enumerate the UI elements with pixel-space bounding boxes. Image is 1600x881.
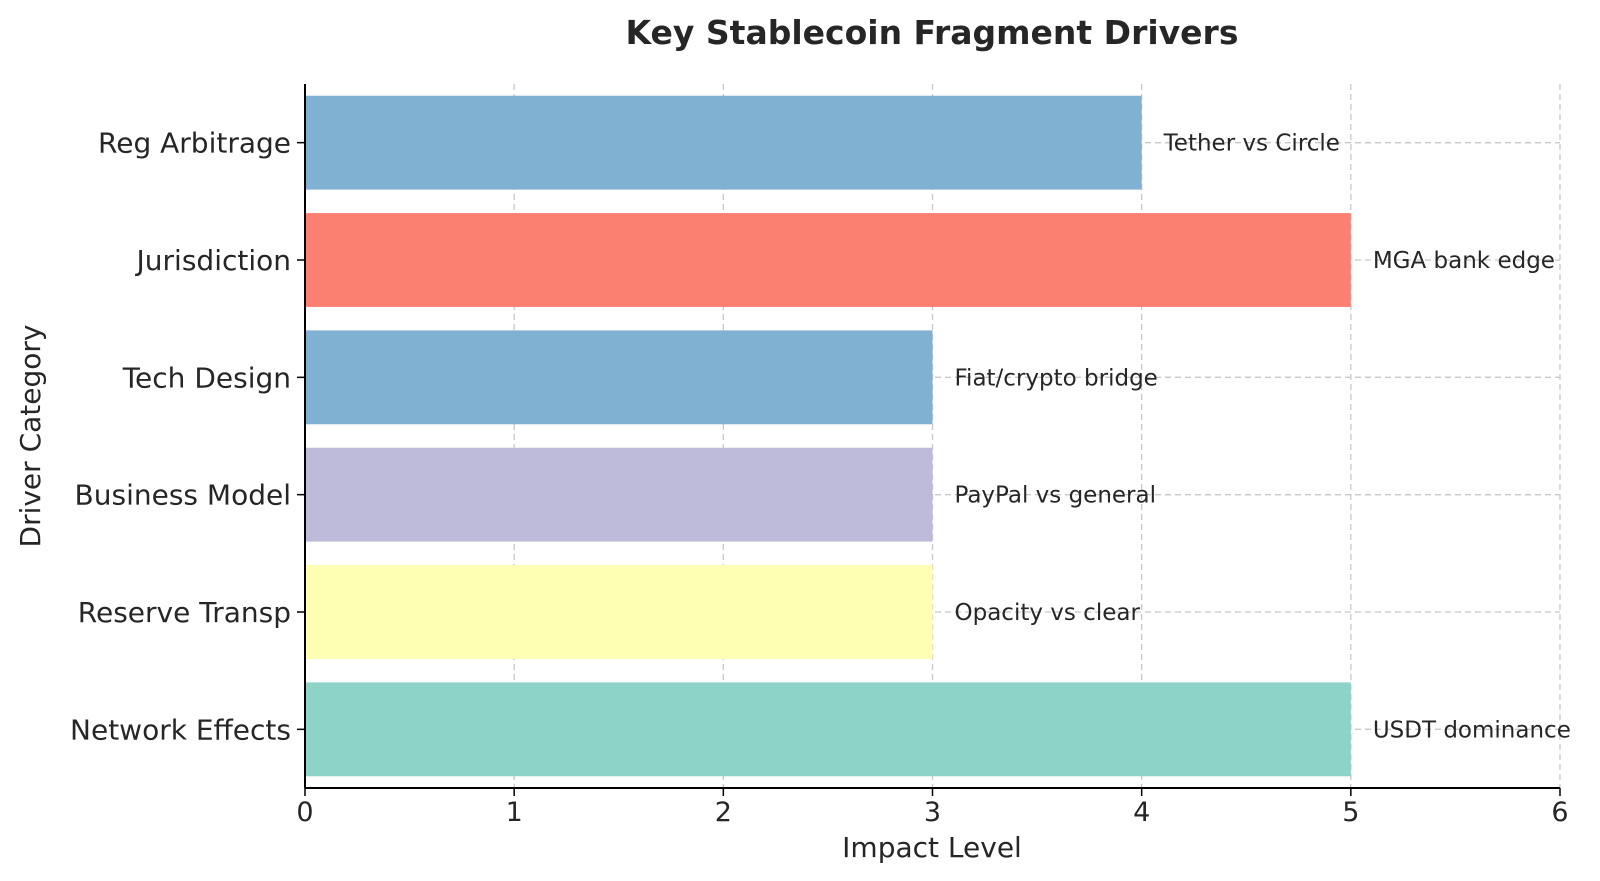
y-tick-label: Reserve Transp — [78, 596, 291, 629]
bar — [305, 447, 933, 542]
bar — [305, 95, 1142, 190]
x-tick-label: 1 — [506, 797, 523, 828]
bar — [305, 330, 933, 425]
x-tick-label: 0 — [296, 797, 313, 828]
bar-annotation: Tether vs Circle — [1163, 131, 1340, 157]
y-tick-label: Tech Design — [122, 361, 291, 394]
x-tick-label: 2 — [715, 797, 732, 828]
bar-annotations: USDT dominance Opacity vs clear PayPal vs … — [955, 131, 1571, 744]
x-tick-label: 5 — [1342, 797, 1359, 828]
bar-annotation: Fiat/crypto bridge — [955, 365, 1158, 391]
y-tick-label: Reg Arbitrage — [98, 127, 291, 160]
y-tick-label: Jurisdiction — [135, 244, 291, 277]
bar-annotation: MGA bank edge — [1373, 248, 1555, 274]
x-tick-label: 4 — [1133, 797, 1150, 828]
x-tick-label: 3 — [924, 797, 941, 828]
y-axis-label: Driver Category — [14, 325, 47, 548]
axes: 0 1 2 3 4 5 6 Network Effects Reserve Transp Busi… — [70, 84, 1569, 828]
x-tick-label: 6 — [1551, 797, 1568, 828]
bars — [305, 95, 1351, 777]
x-axis-label: Impact Level — [842, 831, 1022, 864]
bar-annotation: USDT dominance — [1373, 717, 1571, 743]
bar — [305, 565, 933, 659]
bar — [305, 213, 1351, 307]
y-tick-label: Network Effects — [70, 713, 291, 746]
bar — [305, 682, 1351, 777]
y-tick-label: Business Model — [75, 479, 291, 512]
bar-annotation: PayPal vs general — [955, 483, 1157, 509]
chart-title: Key Stablecoin Fragment Drivers — [626, 13, 1239, 52]
bar-annotation: Opacity vs clear — [955, 600, 1141, 626]
